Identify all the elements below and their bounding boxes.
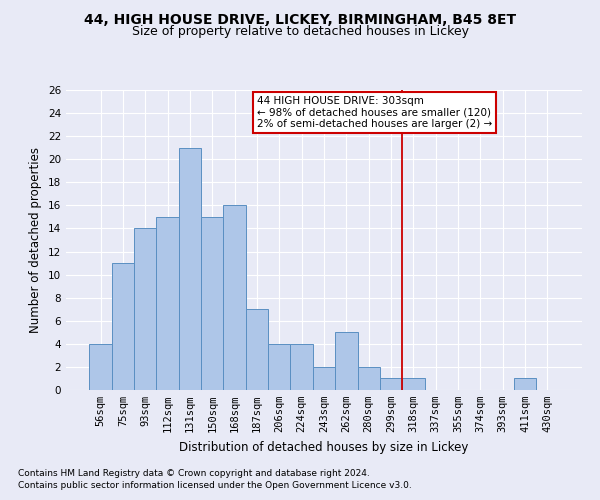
Bar <box>246 309 268 390</box>
Bar <box>89 344 112 390</box>
Bar <box>201 217 223 390</box>
Bar <box>313 367 335 390</box>
Bar <box>402 378 425 390</box>
Bar <box>358 367 380 390</box>
Bar <box>157 217 179 390</box>
Y-axis label: Number of detached properties: Number of detached properties <box>29 147 43 333</box>
Text: 44 HIGH HOUSE DRIVE: 303sqm
← 98% of detached houses are smaller (120)
2% of sem: 44 HIGH HOUSE DRIVE: 303sqm ← 98% of det… <box>257 96 492 129</box>
Bar <box>112 263 134 390</box>
Text: Contains HM Land Registry data © Crown copyright and database right 2024.: Contains HM Land Registry data © Crown c… <box>18 468 370 477</box>
Bar <box>290 344 313 390</box>
Bar <box>268 344 290 390</box>
Bar <box>335 332 358 390</box>
X-axis label: Distribution of detached houses by size in Lickey: Distribution of detached houses by size … <box>179 440 469 454</box>
Bar <box>514 378 536 390</box>
Text: 44, HIGH HOUSE DRIVE, LICKEY, BIRMINGHAM, B45 8ET: 44, HIGH HOUSE DRIVE, LICKEY, BIRMINGHAM… <box>84 12 516 26</box>
Bar <box>134 228 157 390</box>
Text: Contains public sector information licensed under the Open Government Licence v3: Contains public sector information licen… <box>18 481 412 490</box>
Bar <box>179 148 201 390</box>
Bar <box>380 378 402 390</box>
Text: Size of property relative to detached houses in Lickey: Size of property relative to detached ho… <box>131 25 469 38</box>
Bar <box>223 206 246 390</box>
